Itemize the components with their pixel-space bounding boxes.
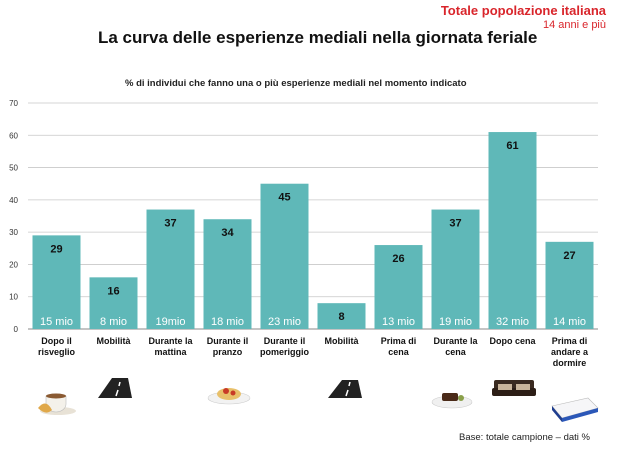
category-label: Durante la — [433, 336, 478, 346]
y-tick-label: 0 — [14, 325, 19, 334]
category-label: Durante il — [264, 336, 306, 346]
category-label: Prima di — [552, 336, 588, 346]
category-label: risveglio — [38, 347, 76, 357]
y-tick-label: 50 — [9, 164, 18, 173]
bar — [545, 241, 594, 329]
category-label: Durante il — [207, 336, 249, 346]
bar-population-label: 15 mio — [40, 316, 73, 328]
category-label: Dopo il — [41, 336, 72, 346]
category-label: dormire — [553, 358, 587, 368]
y-tick-label: 60 — [9, 131, 18, 140]
footnote: Base: totale campione – dati % — [459, 432, 590, 443]
category-label: pranzo — [213, 347, 243, 357]
bar-population-label: 18 mio — [211, 316, 244, 328]
coffee-cup-icon — [38, 393, 76, 415]
sofa-icon — [492, 380, 536, 396]
bar-value-label: 8 — [338, 311, 344, 323]
road-icon — [98, 378, 132, 398]
category-label: cena — [445, 347, 467, 357]
bar-value-label: 61 — [506, 140, 518, 152]
y-tick-label: 70 — [9, 99, 18, 108]
bar-population-label: 19mio — [156, 316, 186, 328]
bar-population-label: 14 mio — [553, 316, 586, 328]
bar — [260, 183, 309, 329]
category-label: andare a — [551, 347, 589, 357]
bar — [488, 132, 537, 329]
bar-population-label: 13 mio — [382, 316, 415, 328]
bar-population-label: 32 mio — [496, 316, 529, 328]
category-label: mattina — [154, 347, 187, 357]
age-label: 14 anni e più — [543, 19, 606, 31]
bar-value-label: 45 — [278, 192, 290, 204]
bar-population-label: 8 mio — [100, 316, 127, 328]
bar — [146, 209, 195, 329]
y-tick-label: 20 — [9, 260, 18, 269]
category-label: pomeriggio — [260, 347, 310, 357]
chart-subtitle: % di individui che fanno una o più esper… — [125, 78, 467, 89]
y-tick-label: 10 — [9, 293, 18, 302]
bar — [203, 219, 252, 329]
bar — [32, 235, 81, 329]
chart-title: La curva delle esperienze mediali nella … — [98, 28, 538, 47]
bar — [374, 245, 423, 329]
y-tick-label: 30 — [9, 228, 18, 237]
category-label: Prima di — [381, 336, 417, 346]
category-label: Durante la — [148, 336, 193, 346]
category-label: cena — [388, 347, 410, 357]
bar — [89, 277, 138, 329]
y-tick-label: 40 — [9, 196, 18, 205]
bar-value-label: 16 — [107, 285, 119, 297]
bar-value-label: 26 — [392, 253, 404, 265]
bar — [431, 209, 480, 329]
bar-value-label: 27 — [563, 250, 575, 262]
header-info: Totale popolazione italiana 14 anni e pi… — [441, 3, 606, 31]
bar-population-label: 23 mio — [268, 316, 301, 328]
road-icon — [328, 380, 362, 398]
category-label: Mobilità — [325, 336, 360, 346]
category-label: Dopo cena — [489, 336, 536, 346]
population-label: Totale popolazione italiana — [440, 3, 606, 18]
bar-value-label: 37 — [449, 218, 461, 230]
bar-value-label: 29 — [50, 243, 62, 255]
category-label: Mobilità — [97, 336, 132, 346]
bar-value-label: 37 — [164, 218, 176, 230]
bar-value-label: 34 — [221, 227, 234, 239]
bar-population-label: 19 mio — [439, 316, 472, 328]
dinner-plate-icon — [431, 393, 473, 409]
bed-icon — [551, 397, 599, 422]
pasta-plate-icon — [207, 388, 251, 405]
bar — [317, 303, 366, 329]
